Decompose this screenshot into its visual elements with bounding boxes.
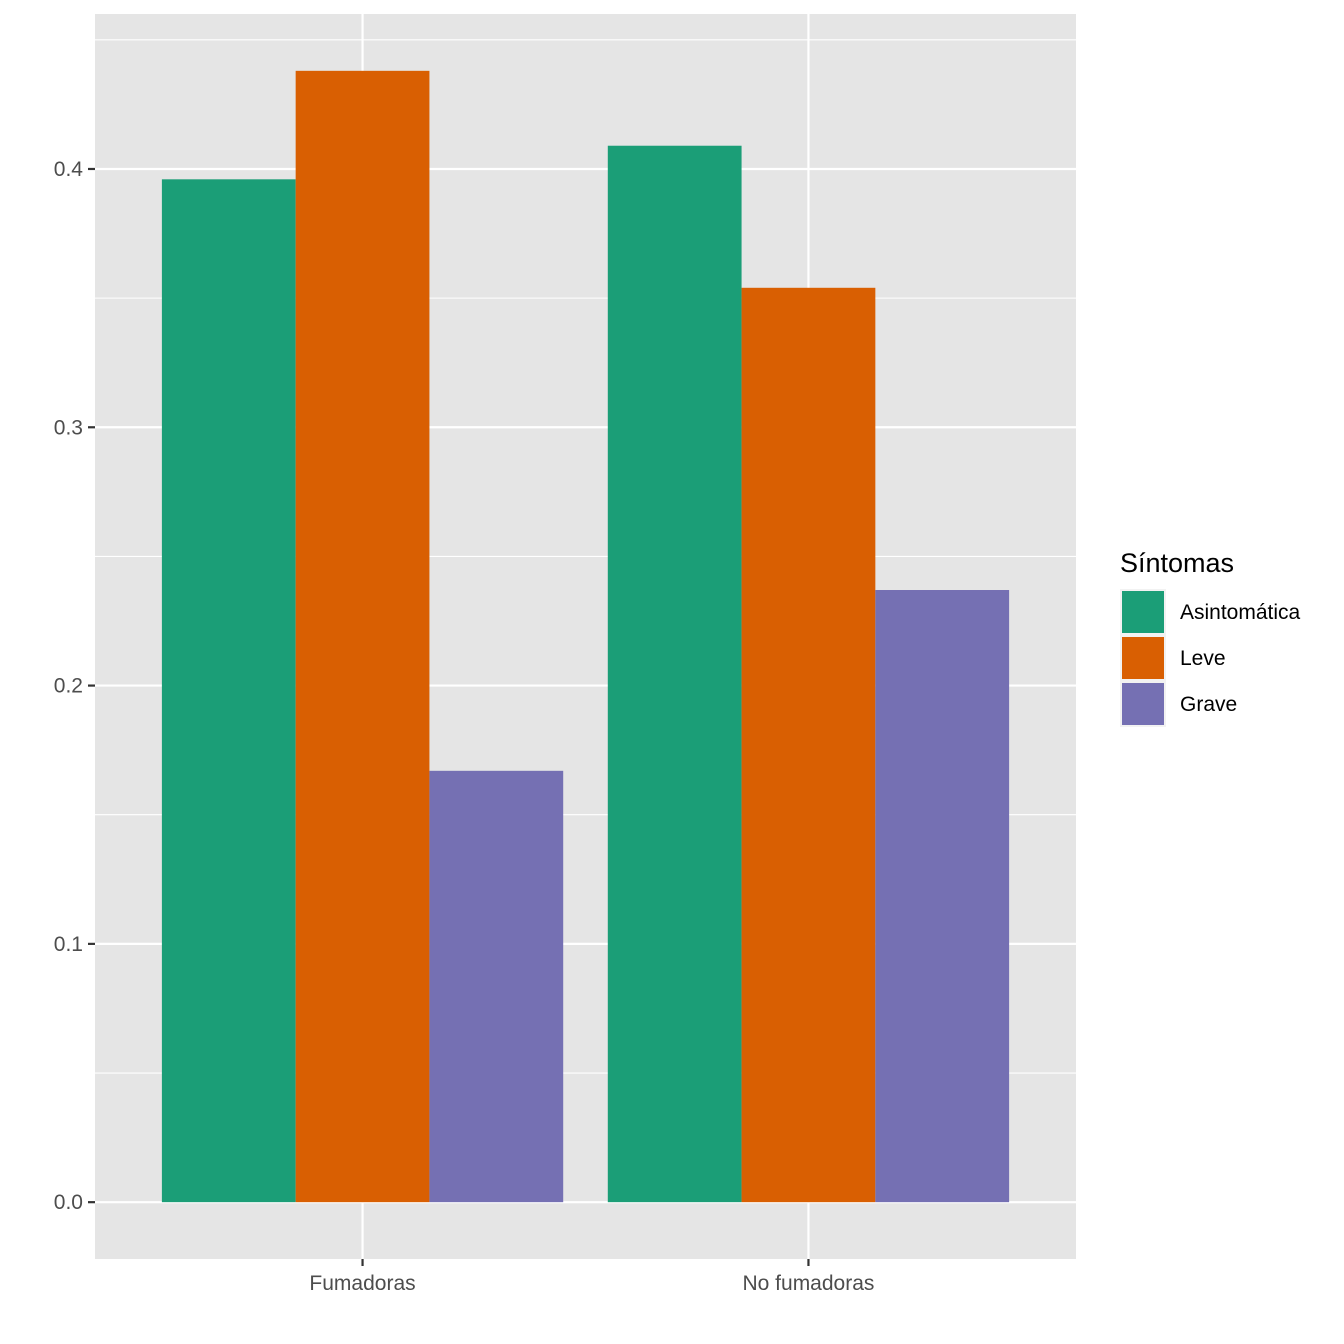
legend-label: Leve (1180, 647, 1226, 670)
y-tick-label: 0.4 (54, 158, 84, 181)
bar-leve (741, 287, 876, 1203)
x-tick-label: Fumadoras (309, 1272, 415, 1295)
y-tick-label: 0.3 (54, 416, 83, 439)
y-axis: 0.0 0.1 0.2 0.3 0.4 (54, 158, 95, 1214)
y-tick-label: 0.2 (54, 675, 83, 698)
x-axis: Fumadoras No fumadoras (309, 1259, 874, 1295)
bar-leve (295, 70, 430, 1203)
y-tick-label: 0.1 (54, 933, 83, 956)
bar-asintomática (607, 145, 742, 1203)
legend-key-leve (1122, 637, 1164, 679)
legend: Síntomas Asintomática Leve Grave (1120, 548, 1301, 727)
y-tick-label: 0.0 (54, 1191, 83, 1214)
bars (161, 70, 1010, 1203)
bar-grave (429, 770, 564, 1203)
x-tick-label: No fumadoras (743, 1272, 875, 1295)
legend-label: Grave (1180, 693, 1237, 716)
legend-key-grave (1122, 683, 1164, 725)
bar-asintomática (161, 179, 296, 1203)
legend-title: Síntomas (1120, 548, 1234, 578)
legend-key-asintomática (1122, 591, 1164, 633)
bar-grave (875, 590, 1010, 1203)
legend-label: Asintomática (1180, 601, 1301, 624)
